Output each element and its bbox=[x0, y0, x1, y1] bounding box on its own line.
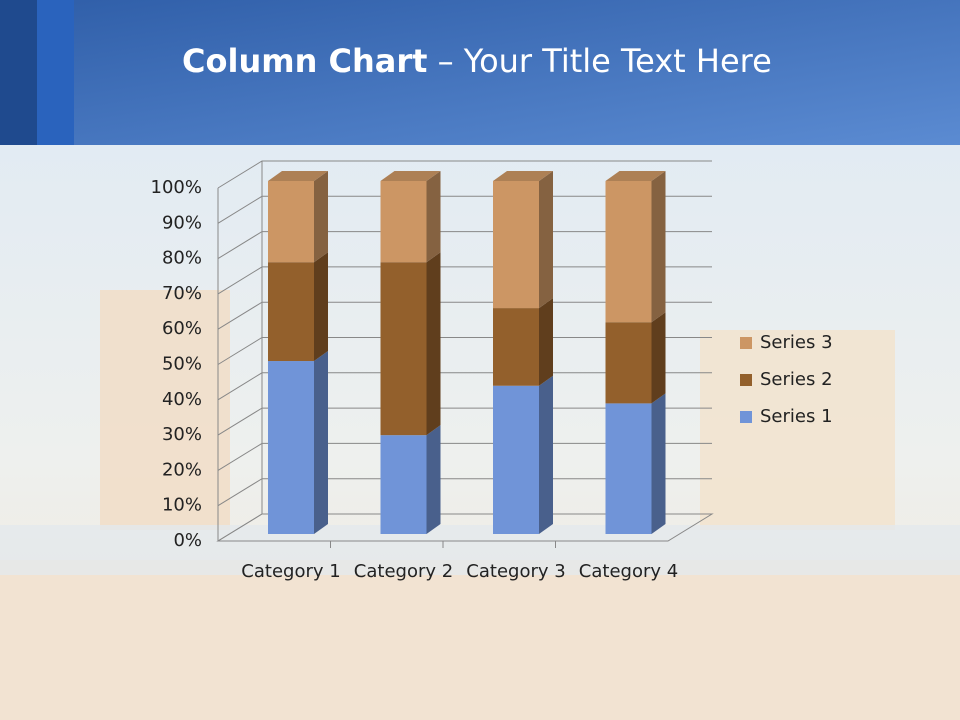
bar-front bbox=[493, 181, 539, 309]
bar-segment bbox=[268, 171, 328, 263]
chart-title: Column Chart – Your Title Text Here bbox=[182, 42, 772, 80]
x-tick-label: Category 2 bbox=[353, 561, 454, 582]
y-tick-label: 50% bbox=[162, 354, 202, 375]
y-tick-label: 40% bbox=[162, 389, 202, 410]
bar-segment bbox=[380, 252, 441, 436]
bar-side bbox=[651, 312, 666, 404]
y-tick-label: 20% bbox=[162, 459, 202, 480]
bar-front bbox=[268, 262, 314, 362]
title-rest: – Your Title Text Here bbox=[438, 42, 772, 80]
y-tick-label: 80% bbox=[162, 248, 202, 269]
legend-label: Series 1 bbox=[760, 406, 833, 427]
x-tick-label: Category 3 bbox=[466, 561, 566, 582]
legend-swatch bbox=[740, 337, 752, 349]
bar-segment bbox=[493, 375, 553, 534]
legend-swatch bbox=[740, 374, 752, 386]
bar-front bbox=[605, 181, 652, 323]
tank bbox=[100, 290, 230, 530]
fence bbox=[0, 525, 960, 575]
bar-side bbox=[651, 171, 666, 323]
legend-swatch bbox=[740, 411, 752, 423]
y-tick-label: 0% bbox=[173, 530, 202, 551]
bar-front bbox=[380, 262, 427, 436]
bar-front bbox=[268, 181, 314, 263]
bar-side bbox=[651, 393, 666, 534]
y-tick-label: 100% bbox=[151, 177, 202, 198]
legend-label: Series 3 bbox=[760, 332, 833, 353]
bar-side bbox=[539, 375, 553, 534]
bar-segment bbox=[605, 393, 666, 534]
y-tick-label: 30% bbox=[162, 424, 202, 445]
bar-side bbox=[539, 171, 553, 309]
bar-top bbox=[605, 171, 666, 181]
bar-segment bbox=[268, 351, 328, 534]
bar-segment bbox=[380, 425, 441, 534]
bar-segment bbox=[380, 171, 441, 263]
bar-segment bbox=[493, 171, 553, 309]
bar-side bbox=[539, 298, 553, 386]
bar-side bbox=[426, 425, 441, 534]
bar-front bbox=[605, 403, 652, 534]
bar-top bbox=[380, 171, 441, 181]
bar-side bbox=[314, 252, 328, 362]
y-tick-label: 60% bbox=[162, 318, 202, 339]
bar-side bbox=[314, 171, 328, 263]
bar-front bbox=[380, 181, 427, 263]
bar-segment bbox=[605, 312, 666, 404]
title-bold: Column Chart bbox=[182, 42, 427, 80]
bar-front bbox=[605, 322, 652, 404]
stripe bbox=[0, 0, 37, 145]
bar-side bbox=[426, 252, 441, 436]
x-tick-label: Category 4 bbox=[578, 561, 679, 582]
y-tick-label: 10% bbox=[162, 495, 202, 516]
bar-front bbox=[380, 435, 427, 534]
bar-top bbox=[268, 171, 328, 181]
bar-segment bbox=[605, 171, 666, 323]
x-tick-label: Category 1 bbox=[241, 561, 341, 582]
bar-front bbox=[493, 385, 539, 534]
bar-side bbox=[426, 171, 441, 263]
header-band bbox=[0, 0, 960, 145]
y-tick-label: 90% bbox=[162, 212, 202, 233]
bar-segment bbox=[493, 298, 553, 386]
bar-segment bbox=[268, 252, 328, 362]
stripe bbox=[37, 0, 74, 145]
y-tick-label: 70% bbox=[162, 283, 202, 304]
bar-front bbox=[268, 361, 314, 534]
tank bbox=[700, 330, 895, 530]
bar-side bbox=[314, 351, 328, 534]
bar-top bbox=[493, 171, 553, 181]
bar-front bbox=[493, 308, 539, 386]
ground bbox=[0, 560, 960, 720]
legend-label: Series 2 bbox=[760, 369, 833, 390]
